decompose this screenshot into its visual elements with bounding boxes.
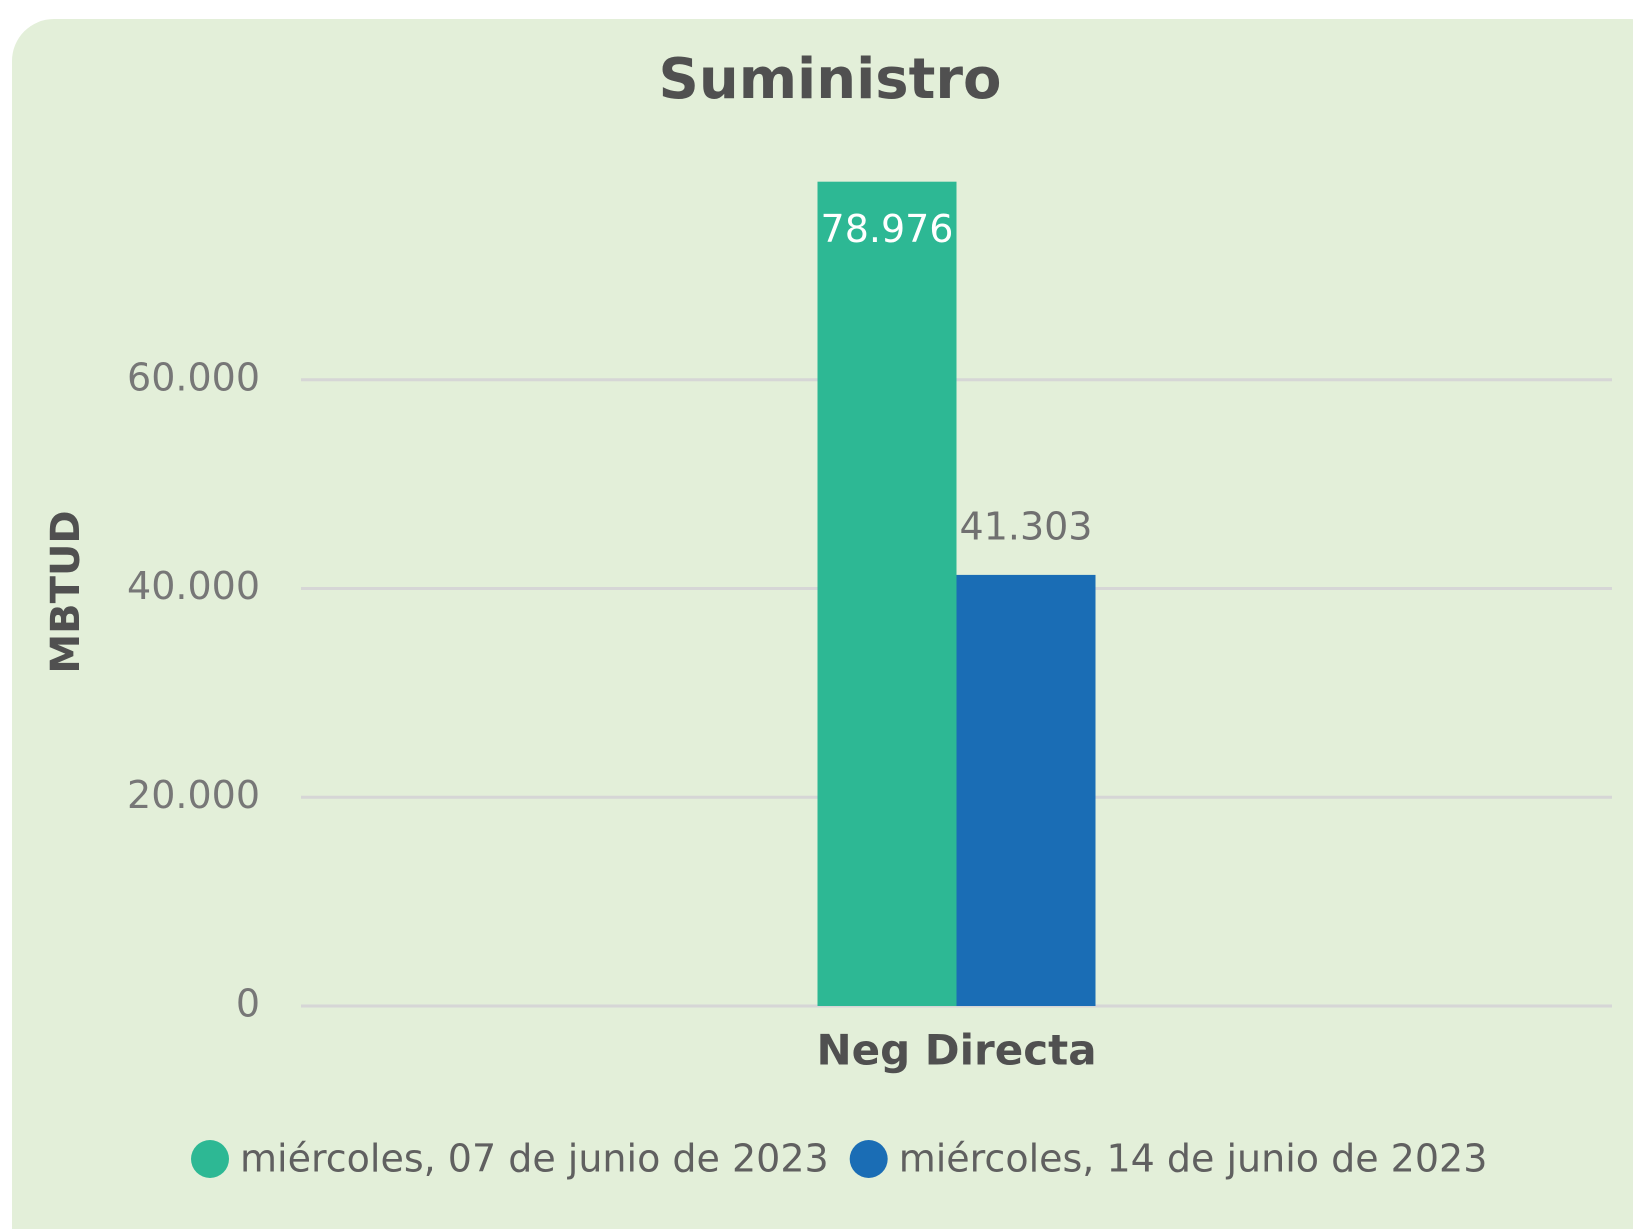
legend-marker [849, 1140, 888, 1178]
y-tick-label: 40.000 [127, 564, 260, 608]
legend-label: miércoles, 07 de junio de 2023 [240, 1137, 829, 1181]
y-axis-label: MBTUD [43, 510, 89, 673]
x-tick-label: Neg Directa [816, 1026, 1096, 1075]
bar [956, 574, 1096, 1006]
y-tick-label: 20.000 [127, 773, 260, 817]
y-tick-label: 60.000 [127, 355, 260, 399]
bar [817, 181, 957, 1007]
legend-label: miércoles, 14 de junio de 2023 [899, 1137, 1488, 1181]
y-tick-label: 0 [236, 982, 260, 1026]
value-label: 78.976 [821, 207, 954, 251]
legend-marker [191, 1140, 229, 1178]
value-label: 41.303 [960, 504, 1093, 548]
chart-title: Suministro [659, 47, 1002, 112]
